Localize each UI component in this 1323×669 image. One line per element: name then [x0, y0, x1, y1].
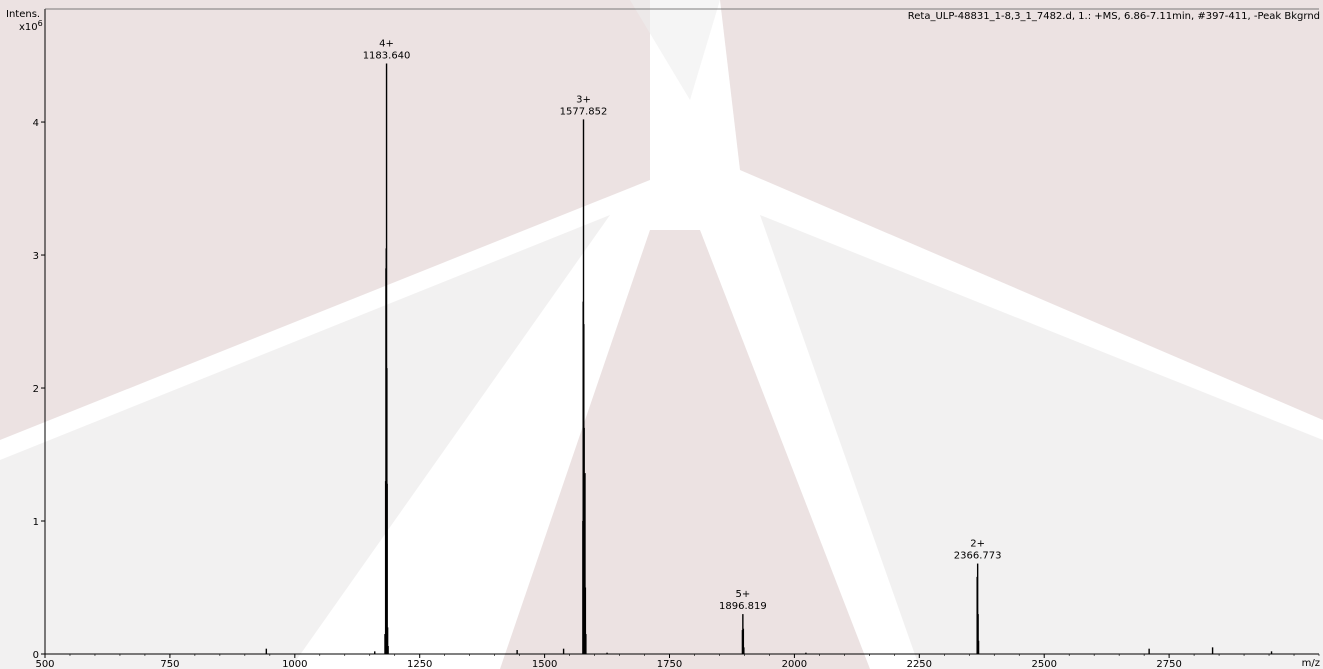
- y-axis-ticks: 0 1 2 3 4: [33, 118, 45, 661]
- peak-mz-label: 1577.852: [560, 106, 608, 117]
- y-axis-multiplier: x106: [19, 19, 43, 33]
- x-tick-label: 750: [160, 659, 179, 669]
- x-tick-label: 2750: [1156, 659, 1181, 669]
- peak-charge-label: 5+: [735, 589, 750, 600]
- x-tick-label: 1750: [657, 659, 682, 669]
- peak-charge-label: 3+: [576, 94, 591, 105]
- x-tick-label: 500: [35, 659, 54, 669]
- spectrum-trace: [265, 63, 1273, 654]
- peak-charge-label: 4+: [379, 39, 394, 50]
- y-tick-label: 4: [33, 118, 39, 129]
- y-tick-label: 3: [33, 251, 39, 262]
- peak-mz-label: 2366.773: [954, 551, 1002, 562]
- y-tick-label: 1: [33, 517, 39, 528]
- peak-mz-label: 1896.819: [719, 601, 767, 612]
- chart-title: Reta_ULP-48831_1-8,3_1_7482.d, 1.: +MS, …: [908, 11, 1320, 22]
- x-tick-label: 1000: [282, 659, 307, 669]
- peak-charge-label: 2+: [970, 539, 985, 550]
- y-axis-label: Intens.: [6, 9, 40, 20]
- peak-annotations: 4+1183.640 3+1577.852 5+1896.819 2+2366.773: [363, 39, 1002, 613]
- peak-mz-label: 1183.640: [363, 51, 411, 62]
- x-tick-label: 1500: [532, 659, 557, 669]
- x-tick-label: 2500: [1031, 659, 1056, 669]
- y-tick-label: 0: [33, 650, 39, 661]
- x-tick-label: 1250: [407, 659, 432, 669]
- x-axis-ticks: 500 750 1000 1250 1500 1750 2000 2250 2500 2750: [35, 654, 1182, 669]
- x-tick-label: 2000: [782, 659, 807, 669]
- x-axis-label: m/z: [1302, 658, 1320, 669]
- x-tick-label: 2250: [907, 659, 932, 669]
- y-tick-label: 2: [33, 384, 39, 395]
